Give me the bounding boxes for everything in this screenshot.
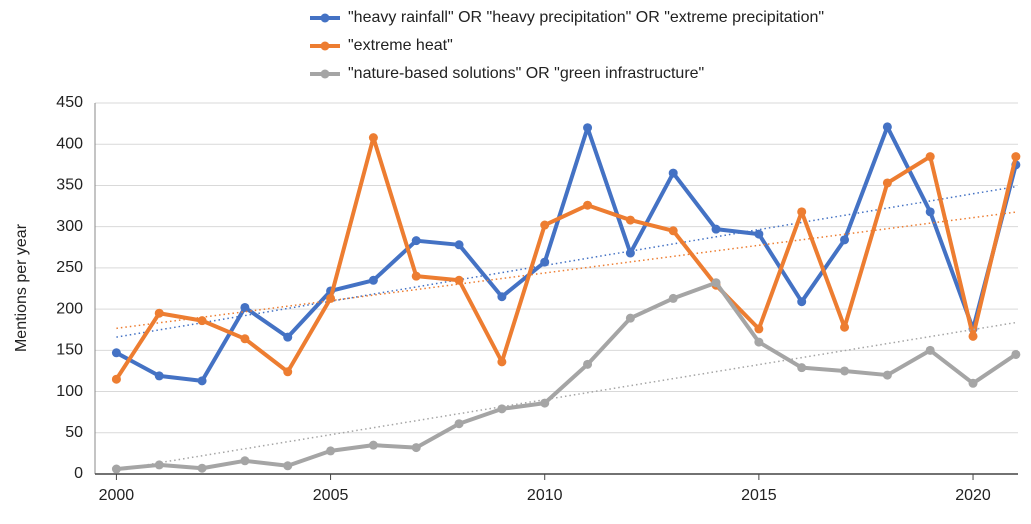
- point: [583, 200, 593, 210]
- point: [411, 271, 421, 281]
- point: [1011, 349, 1021, 359]
- point: [368, 133, 378, 143]
- point: [497, 357, 507, 367]
- trend-line: [116, 185, 1016, 338]
- point: [882, 122, 892, 132]
- point: [497, 292, 507, 302]
- point: [1011, 152, 1021, 162]
- series-line: [115, 124, 1018, 383]
- point: [368, 275, 378, 285]
- x-tick-label: 2020: [955, 487, 991, 504]
- point: [840, 322, 850, 332]
- y-tick-label: 50: [65, 424, 83, 441]
- series-line: [116, 280, 1017, 472]
- point: [411, 443, 421, 453]
- y-tick-label: 300: [56, 218, 83, 235]
- x-tick-label: 2010: [527, 487, 563, 504]
- point: [711, 224, 721, 234]
- y-tick-label: 100: [56, 383, 83, 400]
- point: [925, 152, 935, 162]
- point: [111, 374, 121, 384]
- legend-label: "heavy rainfall" OR "heavy precipitation…: [348, 9, 824, 26]
- point: [111, 348, 121, 358]
- point: [668, 293, 678, 303]
- point: [625, 248, 635, 258]
- point: [283, 367, 293, 377]
- point: [797, 207, 807, 217]
- point: [840, 235, 850, 245]
- y-tick-label: 400: [56, 135, 83, 152]
- point: [668, 226, 678, 236]
- point: [411, 236, 421, 246]
- point: [583, 123, 593, 133]
- point: [754, 324, 764, 334]
- trend-line: [116, 321, 1016, 471]
- point: [240, 456, 250, 466]
- point: [925, 207, 935, 217]
- point: [583, 359, 593, 369]
- point: [283, 461, 293, 471]
- point: [154, 308, 164, 318]
- point: [968, 331, 978, 341]
- point: [154, 460, 164, 470]
- y-tick-label: 150: [56, 342, 83, 359]
- point: [197, 376, 207, 386]
- point: [882, 370, 892, 380]
- point: [540, 257, 550, 267]
- point: [326, 446, 336, 456]
- point: [240, 334, 250, 344]
- y-tick-label: 0: [74, 465, 83, 482]
- x-tick-label: 2000: [99, 487, 135, 504]
- trend-line: [116, 211, 1016, 330]
- legend-label: "extreme heat": [348, 37, 453, 54]
- point: [797, 363, 807, 373]
- point: [754, 229, 764, 239]
- point: [925, 345, 935, 355]
- y-axis-label: Mentions per year: [13, 223, 30, 352]
- point: [840, 366, 850, 376]
- point: [625, 313, 635, 323]
- series-line: [114, 135, 1018, 381]
- y-tick-label: 250: [56, 259, 83, 276]
- point: [625, 215, 635, 225]
- point: [197, 316, 207, 326]
- point: [754, 337, 764, 347]
- y-tick-label: 450: [56, 94, 83, 111]
- legend-label: "nature-based solutions" OR "green infra…: [348, 65, 704, 82]
- point: [326, 293, 336, 303]
- legend-marker: [320, 69, 330, 79]
- point: [454, 275, 464, 285]
- point: [668, 168, 678, 178]
- point: [283, 332, 293, 342]
- legend-marker: [320, 13, 330, 23]
- y-tick-label: 200: [56, 300, 83, 317]
- point: [454, 419, 464, 429]
- x-tick-label: 2005: [313, 487, 349, 504]
- x-tick-label: 2015: [741, 487, 777, 504]
- point: [882, 178, 892, 188]
- point: [797, 297, 807, 307]
- legend-marker: [320, 41, 330, 51]
- point: [197, 463, 207, 473]
- point: [240, 302, 250, 312]
- point: [968, 378, 978, 388]
- point: [497, 404, 507, 414]
- y-tick-label: 350: [56, 177, 83, 194]
- point: [540, 220, 550, 230]
- point: [154, 371, 164, 381]
- point: [111, 464, 121, 474]
- point: [540, 398, 550, 408]
- point: [711, 278, 721, 288]
- point: [368, 440, 378, 450]
- point: [454, 240, 464, 250]
